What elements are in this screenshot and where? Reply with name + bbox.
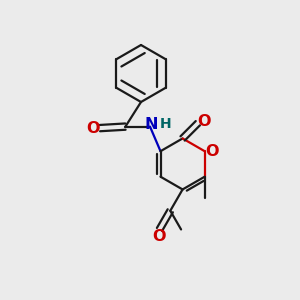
Text: O: O — [198, 114, 211, 129]
Text: O: O — [152, 229, 166, 244]
Text: O: O — [206, 144, 219, 159]
Text: H: H — [160, 117, 171, 130]
Text: O: O — [86, 121, 100, 136]
Text: N: N — [145, 117, 158, 132]
